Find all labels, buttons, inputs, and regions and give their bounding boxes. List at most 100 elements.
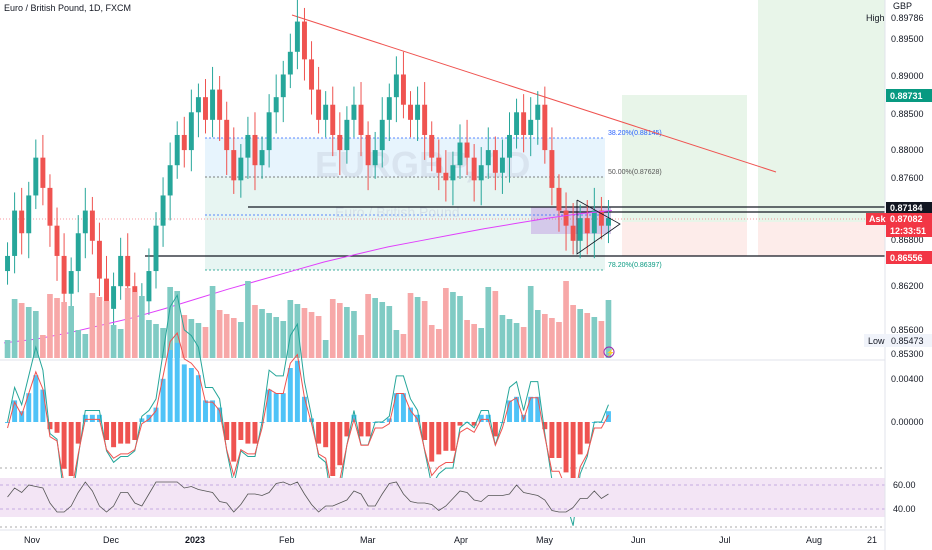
volume-bar — [238, 322, 244, 358]
candle-body — [82, 210, 88, 234]
candle — [181, 116, 187, 168]
macd-bar — [217, 407, 223, 422]
volume-bar — [131, 292, 138, 358]
macd-bar — [33, 375, 39, 422]
macd-bar — [556, 422, 562, 458]
volume-bar — [428, 325, 435, 358]
volume-bar — [358, 335, 364, 358]
macd-bar — [280, 393, 286, 422]
macd-bar — [146, 414, 152, 422]
level-price-tag — [886, 202, 932, 214]
volume-bar — [584, 313, 591, 358]
rsi-tick-2: 40.00 — [893, 504, 916, 514]
macd-bar — [160, 378, 166, 422]
candle-body — [337, 134, 343, 151]
candle-body — [266, 112, 272, 151]
symbol-title[interactable]: Euro / British Pound, 1D, FXCM — [4, 3, 131, 13]
candle — [408, 91, 413, 138]
volume-bar — [266, 313, 272, 358]
candle — [521, 94, 527, 153]
candle — [19, 187, 25, 255]
candle — [393, 56, 399, 123]
price-tick-10: 0.85300 — [891, 349, 924, 359]
macd-bar — [485, 414, 491, 422]
volume-bar — [301, 308, 308, 358]
candle — [111, 272, 117, 334]
volume-bar — [54, 298, 60, 358]
candle — [26, 181, 32, 259]
candle-body — [542, 104, 548, 151]
macd-bar — [408, 407, 413, 422]
macd-bar — [330, 422, 336, 476]
volume-bar — [365, 294, 371, 358]
candle-body — [471, 157, 477, 181]
time-label-21: 21 — [867, 535, 877, 545]
macd-bar — [19, 411, 25, 422]
ask-label: Ask — [869, 214, 887, 224]
candle — [203, 79, 208, 134]
time-label-nov: Nov — [24, 535, 41, 545]
candle — [598, 196, 604, 240]
macd-bar — [26, 393, 32, 422]
lightning-icon[interactable] — [603, 346, 615, 358]
candle — [61, 233, 67, 308]
candle — [188, 89, 194, 172]
volume-bar — [308, 312, 315, 358]
currency-label: GBP — [893, 1, 912, 11]
macd-bar — [104, 422, 109, 440]
macd-bar — [528, 396, 534, 422]
candle-body — [160, 195, 166, 226]
candle-body — [584, 218, 590, 234]
candle — [478, 147, 484, 206]
macd-bar — [195, 375, 201, 422]
candle — [160, 177, 166, 247]
candle — [422, 82, 428, 160]
macd-bar — [471, 422, 477, 426]
macd-bar — [89, 414, 95, 422]
candle-body — [457, 142, 463, 166]
macd-bar — [61, 422, 67, 469]
candle-body — [528, 119, 534, 135]
macd-bar — [549, 422, 555, 458]
candle-body — [521, 112, 527, 135]
candle — [415, 86, 421, 142]
candle — [549, 127, 555, 206]
candle — [337, 112, 343, 176]
long-target-zone — [622, 95, 747, 222]
macd-bar — [294, 360, 300, 422]
candle-body — [365, 134, 371, 166]
volume-bar — [124, 288, 131, 358]
macd-bar — [54, 422, 60, 433]
candle-body — [379, 119, 385, 151]
candle-body — [252, 134, 258, 166]
volume-bar — [40, 335, 46, 358]
price-tick-8: 0.86200 — [891, 281, 924, 291]
candle-body — [40, 157, 46, 188]
volume-bar — [379, 302, 386, 358]
rsi-tick-1: 60.00 — [893, 480, 916, 490]
volume-bar — [252, 305, 258, 358]
price-tick-3: 0.88500 — [891, 109, 924, 119]
candle-body — [372, 150, 378, 166]
volume-bar — [82, 334, 89, 358]
macd-bar — [514, 396, 520, 422]
candle-body — [5, 255, 11, 272]
volume-bar — [195, 323, 202, 358]
candle-body — [422, 104, 428, 135]
macd-bar — [316, 422, 322, 444]
macd-bar — [337, 422, 343, 466]
stop-price-tag — [886, 251, 932, 264]
candle — [323, 91, 329, 138]
fib-786-label: 78.20%(0.86397) — [608, 262, 662, 269]
ask-price-value: 0.87082 — [890, 214, 923, 224]
volume-bar — [4, 340, 11, 358]
macd-bar — [309, 418, 315, 422]
macd-bar — [153, 407, 159, 422]
candle-body — [330, 104, 336, 135]
candle-body — [393, 74, 399, 98]
candle-body — [118, 255, 124, 287]
stop-zone — [622, 222, 747, 256]
price-axis[interactable] — [885, 0, 932, 550]
